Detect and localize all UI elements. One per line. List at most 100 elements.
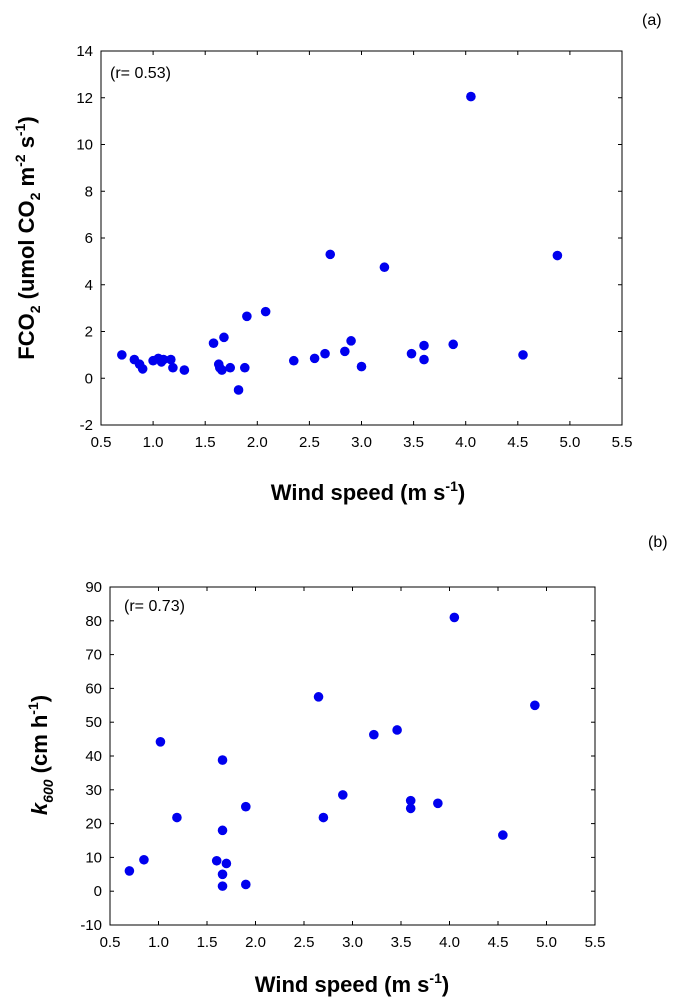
y-tick-label: 8 bbox=[85, 183, 93, 200]
data-point bbox=[320, 348, 330, 359]
data-point bbox=[313, 692, 324, 702]
data-point bbox=[433, 798, 443, 809]
x-ticks-b: 0.5 1.0 1.5 2.0 2.5 3.0 3.5 4.0 4.5 5.0 5.5 bbox=[100, 587, 606, 951]
y-tick-label: 50 bbox=[85, 714, 102, 731]
data-point bbox=[233, 385, 244, 395]
x-tick-label: 5.0 bbox=[536, 934, 557, 951]
y-axis-title-a: FCO2 (umol CO2 m-2 s-1) bbox=[12, 116, 43, 359]
x-tick-label: 4.0 bbox=[455, 434, 476, 451]
data-point bbox=[168, 362, 178, 373]
y-tick-label: -10 bbox=[80, 917, 102, 934]
x-tick-label: 3.5 bbox=[403, 434, 424, 451]
data-point bbox=[379, 262, 390, 273]
data-point bbox=[221, 858, 232, 869]
x-tick-label: 5.5 bbox=[612, 434, 633, 451]
data-point bbox=[117, 350, 127, 360]
correlation-label-b: (r= 0.73) bbox=[124, 598, 185, 615]
data-point bbox=[338, 790, 348, 800]
data-point bbox=[158, 354, 169, 365]
data-points-b bbox=[124, 612, 540, 891]
data-points-a bbox=[117, 91, 563, 395]
panel-b: (b) 0.5 1.0 1.5 2.0 2.5 3.0 3.5 4.0 4.5 5.0 5.5 -1… bbox=[25, 534, 668, 997]
y-tick-label: 0 bbox=[94, 883, 102, 900]
data-point bbox=[405, 803, 416, 814]
data-point bbox=[217, 755, 228, 765]
data-point bbox=[137, 364, 148, 374]
y-tick-label: 0 bbox=[85, 370, 93, 387]
x-tick-label: 1.0 bbox=[148, 934, 169, 951]
data-point bbox=[309, 353, 320, 364]
x-tick-label: 3.0 bbox=[351, 434, 372, 451]
data-point bbox=[419, 354, 429, 365]
data-point bbox=[325, 249, 336, 260]
x-tick-label: 2.5 bbox=[294, 934, 315, 951]
panel-b-label: (b) bbox=[648, 534, 668, 551]
data-point bbox=[242, 311, 252, 322]
data-point bbox=[166, 354, 176, 365]
x-tick-label: 3.0 bbox=[342, 934, 363, 951]
data-point bbox=[172, 812, 182, 823]
y-axis-title-b: k600 (cm h-1) bbox=[25, 695, 56, 815]
y-ticks-b: -10 0 10 20 30 40 50 60 70 80 90 bbox=[80, 579, 595, 934]
data-point bbox=[318, 812, 329, 823]
y-tick-label: 4 bbox=[85, 277, 93, 294]
data-point bbox=[406, 348, 417, 359]
data-point bbox=[208, 338, 219, 348]
x-tick-label: 0.5 bbox=[91, 434, 112, 451]
y-tick-label: 20 bbox=[85, 816, 102, 833]
data-point bbox=[530, 700, 540, 711]
x-ticks-a: 0.5 1.0 1.5 2.0 2.5 3.0 3.5 4.0 4.5 5.0 5.5 bbox=[91, 51, 633, 451]
y-tick-label: 30 bbox=[85, 782, 102, 799]
data-point bbox=[179, 365, 190, 375]
panel-a-label: (a) bbox=[642, 12, 662, 29]
data-point bbox=[346, 336, 356, 346]
y-tick-label: 12 bbox=[76, 90, 93, 107]
x-tick-label: 0.5 bbox=[100, 934, 121, 951]
data-point bbox=[419, 340, 429, 351]
data-point bbox=[241, 879, 251, 890]
x-tick-label: 4.5 bbox=[507, 434, 528, 451]
y-tick-label: 60 bbox=[85, 680, 102, 697]
x-tick-label: 5.5 bbox=[585, 934, 606, 951]
y-tick-label: 2 bbox=[85, 324, 93, 341]
data-point bbox=[217, 881, 228, 891]
y-tick-label: 10 bbox=[85, 849, 102, 866]
data-point bbox=[392, 725, 402, 735]
data-point bbox=[219, 332, 229, 343]
data-point bbox=[217, 825, 228, 836]
x-tick-label: 4.0 bbox=[439, 934, 460, 951]
data-point bbox=[241, 801, 251, 812]
data-point bbox=[288, 355, 299, 366]
y-tick-label: 90 bbox=[85, 579, 102, 596]
y-tick-label: 40 bbox=[85, 748, 102, 765]
y-ticks-a: -2 0 2 4 6 8 10 12 14 bbox=[76, 43, 622, 434]
data-point bbox=[449, 612, 460, 623]
data-point bbox=[124, 866, 135, 876]
data-point bbox=[356, 361, 367, 372]
x-axis-title-a: Wind speed (m s-1) bbox=[271, 478, 465, 505]
x-tick-label: 5.0 bbox=[559, 434, 580, 451]
x-tick-label: 3.5 bbox=[391, 934, 412, 951]
x-tick-label: 1.5 bbox=[195, 434, 216, 451]
x-tick-label: 1.0 bbox=[143, 434, 164, 451]
data-point bbox=[239, 362, 250, 373]
y-tick-label: 14 bbox=[76, 43, 93, 60]
data-point bbox=[225, 362, 236, 373]
x-tick-label: 2.0 bbox=[247, 434, 268, 451]
plot-frame-b bbox=[109, 586, 596, 926]
panel-a: (a) 0.5 1.0 1.5 2.0 2.5 3.0 3.5 4.0 4.5 5.0 5.5 -2… bbox=[12, 12, 662, 505]
y-tick-label: 70 bbox=[85, 647, 102, 664]
y-tick-label: 6 bbox=[85, 230, 93, 247]
data-point bbox=[217, 869, 228, 880]
y-tick-label: 10 bbox=[76, 137, 93, 154]
x-tick-label: 2.0 bbox=[245, 934, 266, 951]
data-point bbox=[405, 795, 416, 806]
x-tick-label: 4.5 bbox=[488, 934, 509, 951]
data-point bbox=[466, 91, 476, 102]
data-point bbox=[369, 729, 379, 740]
x-tick-label: 1.5 bbox=[197, 934, 218, 951]
x-tick-label: 2.5 bbox=[299, 434, 320, 451]
data-point bbox=[498, 830, 508, 840]
correlation-label-a: (r= 0.53) bbox=[110, 65, 171, 82]
